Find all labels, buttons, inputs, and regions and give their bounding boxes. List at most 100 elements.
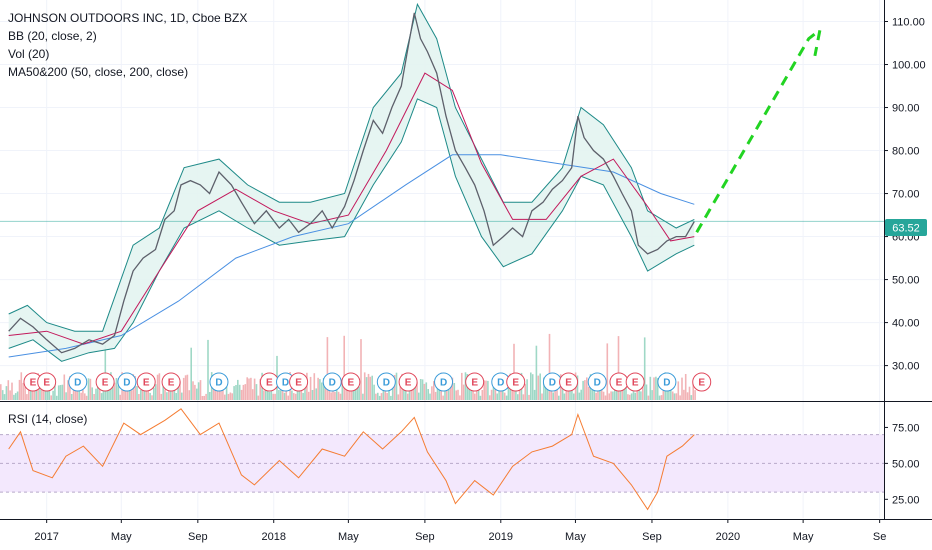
volume-bar (487, 380, 489, 400)
volume-bar (311, 390, 314, 400)
earnings-marker[interactable] (692, 372, 712, 392)
event-marker-label: D (329, 378, 336, 389)
volume-bar (59, 385, 62, 400)
volume-bar (268, 391, 271, 400)
volume-bar (513, 343, 515, 400)
volume-bar (530, 372, 532, 400)
rsi-tick-label: 75.00 (892, 422, 920, 434)
volume-bar (453, 383, 456, 400)
volume-bar (414, 382, 416, 400)
volume-bar (231, 393, 233, 400)
volume-bar (416, 382, 418, 400)
volume-bar (313, 373, 316, 400)
volume-bar (688, 386, 691, 400)
volume-bar (606, 343, 609, 400)
price-tick-label: 80.00 (892, 146, 920, 158)
dividend-marker[interactable] (322, 372, 342, 392)
volume-bar (459, 395, 461, 400)
volume-bar (106, 386, 108, 400)
volume-bar (528, 394, 530, 400)
volume-bar (182, 377, 185, 400)
volume-bar (610, 391, 612, 400)
earnings-marker[interactable] (136, 372, 156, 392)
volume-bar (429, 393, 431, 400)
volume-bar (586, 377, 588, 400)
time-tick-label: Sep (642, 531, 662, 543)
volume-bar (369, 376, 372, 400)
earnings-marker[interactable] (506, 372, 526, 392)
volume-bar (418, 392, 420, 400)
volume-bar (42, 390, 45, 400)
volume-bar (500, 385, 502, 400)
earnings-marker[interactable] (37, 372, 57, 392)
volume-bar (186, 374, 189, 400)
last-price-value: 63.52 (892, 223, 920, 235)
volume-bar (524, 383, 526, 400)
rsi-label[interactable]: RSI (14, close) (8, 412, 87, 426)
earnings-marker[interactable] (465, 372, 485, 392)
volume-bar (627, 394, 629, 400)
volume-bar (390, 395, 392, 400)
volume-bar (481, 390, 484, 400)
volume-bar (95, 388, 97, 400)
volume-bar (630, 393, 633, 400)
volume-bar (477, 383, 480, 400)
volume-bar (56, 395, 58, 400)
earnings-marker[interactable] (341, 372, 361, 392)
volume-bar (130, 390, 133, 400)
indicator-vol-label[interactable]: Vol (20) (8, 47, 49, 61)
volume-bar (39, 384, 41, 400)
dividend-marker[interactable] (376, 372, 396, 392)
volume-bar (403, 383, 405, 400)
volume-bar (136, 386, 138, 400)
rsi-band (0, 434, 884, 493)
dividend-marker[interactable] (657, 372, 677, 392)
earnings-marker[interactable] (289, 372, 309, 392)
volume-bar (9, 390, 11, 400)
dividend-marker[interactable] (68, 372, 88, 392)
rsi-panel (0, 401, 932, 511)
volume-bar (321, 382, 323, 400)
earnings-marker[interactable] (95, 372, 115, 392)
dividend-marker[interactable] (209, 372, 229, 392)
event-marker-label: D (497, 378, 504, 389)
volume-bar (188, 390, 191, 400)
indicator-bb-label[interactable]: BB (20, close, 2) (8, 29, 97, 43)
volume-bar (164, 389, 166, 400)
volume-bar (196, 388, 198, 400)
earnings-marker[interactable] (625, 372, 645, 392)
volume-bar (660, 395, 663, 400)
event-marker-label: E (616, 378, 623, 389)
volume-bar (433, 381, 435, 400)
volume-bar (112, 385, 114, 400)
volume-bar (335, 387, 338, 400)
volume-bar (634, 392, 637, 400)
volume-bar (406, 393, 409, 400)
earnings-marker[interactable] (398, 372, 418, 392)
volume-bar (556, 387, 558, 400)
volume-bar (647, 395, 650, 400)
volume-bar (628, 394, 631, 400)
volume-bar (395, 372, 398, 400)
volume-bar (492, 378, 495, 400)
event-marker-label: E (43, 378, 50, 389)
dividend-marker[interactable] (117, 372, 137, 392)
earnings-marker[interactable] (559, 372, 579, 392)
volume-bar (246, 377, 248, 400)
volume-bar (380, 393, 383, 400)
dividend-marker[interactable] (587, 372, 607, 392)
dividend-marker[interactable] (434, 372, 454, 392)
volume-bar (291, 390, 293, 400)
earnings-marker[interactable] (161, 372, 181, 392)
volume-bar (507, 384, 510, 400)
volume-bar (82, 381, 84, 400)
event-marker-label: D (282, 378, 289, 389)
event-marker-label: E (143, 378, 150, 389)
price-tick-label: 70.00 (892, 189, 920, 201)
volume-bar (199, 380, 202, 400)
chart-title[interactable]: JOHNSON OUTDOORS INC, 1D, Cboe BZX (8, 11, 247, 25)
indicator-ma-label[interactable]: MA50&200 (50, close, 200, close) (8, 65, 188, 79)
